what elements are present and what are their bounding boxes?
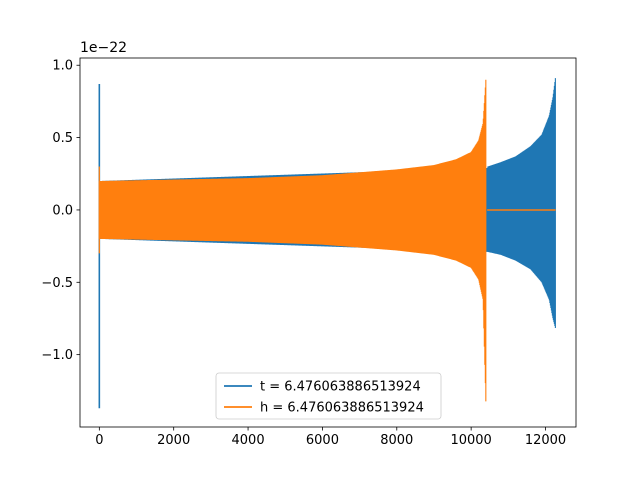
x-tick-label: 12000: [525, 433, 566, 448]
y-tick-label: 0.0: [52, 203, 73, 218]
y-tick-label: −1.0: [41, 348, 73, 363]
axes-frame: [79, 57, 577, 428]
plot-area: [98, 78, 556, 409]
y-tick-label: 1.0: [52, 59, 73, 74]
x-tick-label: 8000: [380, 433, 413, 448]
x-tick-label: 10000: [450, 433, 491, 448]
y-tick-label: −0.5: [41, 276, 73, 291]
legend-label: t = 6.476063886513924: [260, 380, 421, 395]
legend-box: [215, 372, 442, 420]
axes: 0 2000 4000 6000 8000 10000 12000 −1.0 −0.5 0.0 0.…: [41, 57, 577, 448]
y-tick-label: 0.5: [52, 131, 73, 146]
x-tick-label: 0: [95, 433, 103, 448]
y-offset-label: 1e−22: [80, 40, 127, 56]
legend: t = 6.476063886513924 h = 6.4760638865139…: [215, 372, 442, 420]
x-tick-label: 4000: [232, 433, 265, 448]
x-tick-label: 2000: [157, 433, 190, 448]
legend-label: h = 6.476063886513924: [260, 401, 424, 416]
x-tick-label: 6000: [306, 433, 339, 448]
